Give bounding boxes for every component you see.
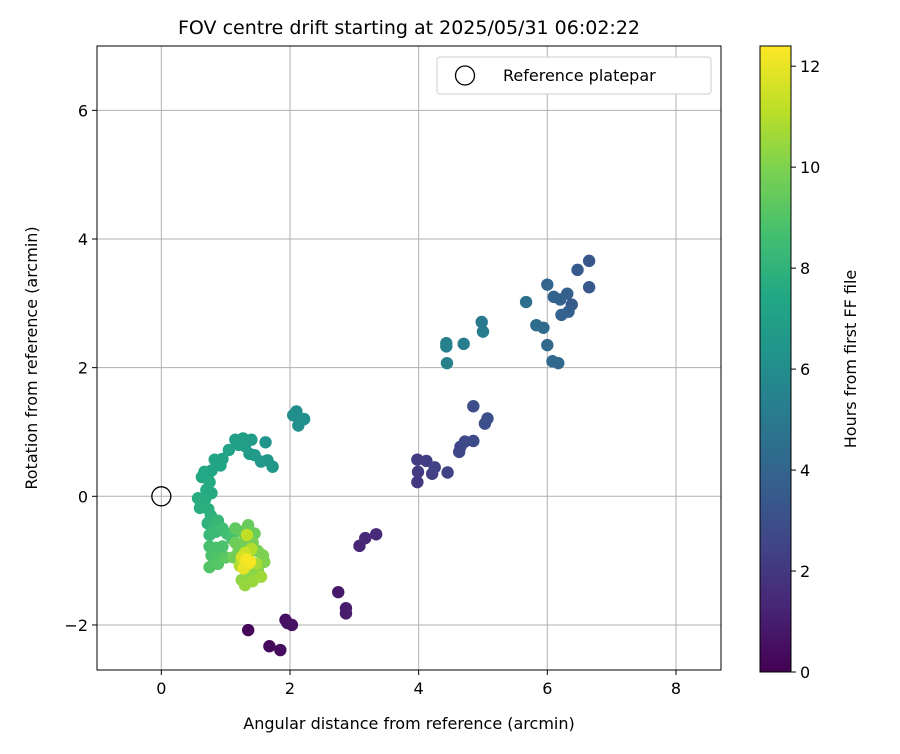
data-point <box>285 618 299 632</box>
y-tick-label: −2 <box>64 616 88 635</box>
legend-box <box>436 56 712 95</box>
data-point <box>541 278 554 291</box>
data-point <box>290 405 303 418</box>
data-point <box>582 254 596 268</box>
data-point <box>530 318 543 332</box>
data-point <box>208 453 221 466</box>
y-axis-label: Rotation from reference (arcmin) <box>22 226 41 489</box>
plot-frame <box>96 45 722 671</box>
colorbar-gradient <box>759 45 792 673</box>
data-point <box>541 338 554 352</box>
data-point <box>555 308 568 322</box>
legend-marker-icon <box>454 65 476 86</box>
data-point <box>411 475 424 489</box>
colorbar-tick-label: 12 <box>800 57 820 76</box>
reference-marker <box>151 486 172 507</box>
colorbar-ticks: 0 2 4 6 8 10 12 <box>791 57 820 682</box>
chart-title: FOV centre drift starting at 2025/05/31 … <box>178 17 640 39</box>
data-point <box>332 585 345 599</box>
data-point <box>369 528 383 541</box>
data-point <box>339 607 353 620</box>
data-point <box>476 325 490 338</box>
data-point <box>546 355 559 368</box>
data-point <box>582 281 596 294</box>
data-point <box>428 461 441 474</box>
colorbar-tick-label: 6 <box>800 360 810 379</box>
x-tick-label: 2 <box>285 679 295 698</box>
x-tick-label: 6 <box>542 679 552 698</box>
data-point <box>266 460 279 473</box>
data-point <box>259 436 272 449</box>
data-point <box>240 528 254 542</box>
data-point <box>475 315 488 329</box>
colorbar-tick-label: 0 <box>800 663 810 682</box>
data-point <box>411 465 425 479</box>
data-point <box>254 570 268 583</box>
y-tick-label: 2 <box>78 359 88 378</box>
data-point <box>441 466 454 479</box>
data-point <box>191 492 205 505</box>
data-point <box>359 531 372 545</box>
data-point <box>481 412 494 425</box>
data-point <box>519 295 533 309</box>
legend-label: Reference platepar <box>503 66 656 85</box>
data-point <box>241 519 255 532</box>
grid <box>97 46 721 670</box>
data-point <box>547 290 560 304</box>
axis-ticks: 0 2 4 6 8 −2 0 2 4 6 <box>64 101 681 698</box>
data-point <box>571 263 584 277</box>
y-tick-label: 0 <box>78 487 88 506</box>
colorbar-tick-label: 4 <box>800 461 810 480</box>
colorbar-tick-label: 10 <box>800 158 820 177</box>
reference-circle-icon <box>151 486 172 507</box>
data-point <box>457 337 470 351</box>
data-point <box>467 400 480 413</box>
colorbar-tick-label: 8 <box>800 259 810 278</box>
data-point <box>241 623 255 637</box>
colorbar-tick-label: 2 <box>800 562 810 581</box>
legend: Reference platepar <box>436 56 712 95</box>
data-point <box>297 412 311 426</box>
data-points <box>191 254 596 657</box>
data-point <box>222 443 236 457</box>
data-point <box>243 555 257 569</box>
x-tick-label: 8 <box>671 679 681 698</box>
data-point <box>274 643 287 657</box>
data-point <box>229 433 242 446</box>
x-tick-label: 4 <box>414 679 424 698</box>
data-point <box>440 340 453 353</box>
data-point <box>216 540 229 553</box>
colorbar: 0 2 4 6 8 10 12 Hours from first FF file <box>759 45 860 682</box>
y-tick-label: 4 <box>78 230 88 249</box>
data-point <box>420 454 433 468</box>
data-point <box>263 639 276 653</box>
data-point <box>467 434 480 448</box>
x-tick-label: 0 <box>156 679 166 698</box>
colorbar-label: Hours from first FF file <box>841 270 860 449</box>
y-tick-label: 6 <box>78 101 88 120</box>
x-axis-label: Angular distance from reference (arcmin) <box>243 714 574 733</box>
data-point <box>440 356 454 370</box>
